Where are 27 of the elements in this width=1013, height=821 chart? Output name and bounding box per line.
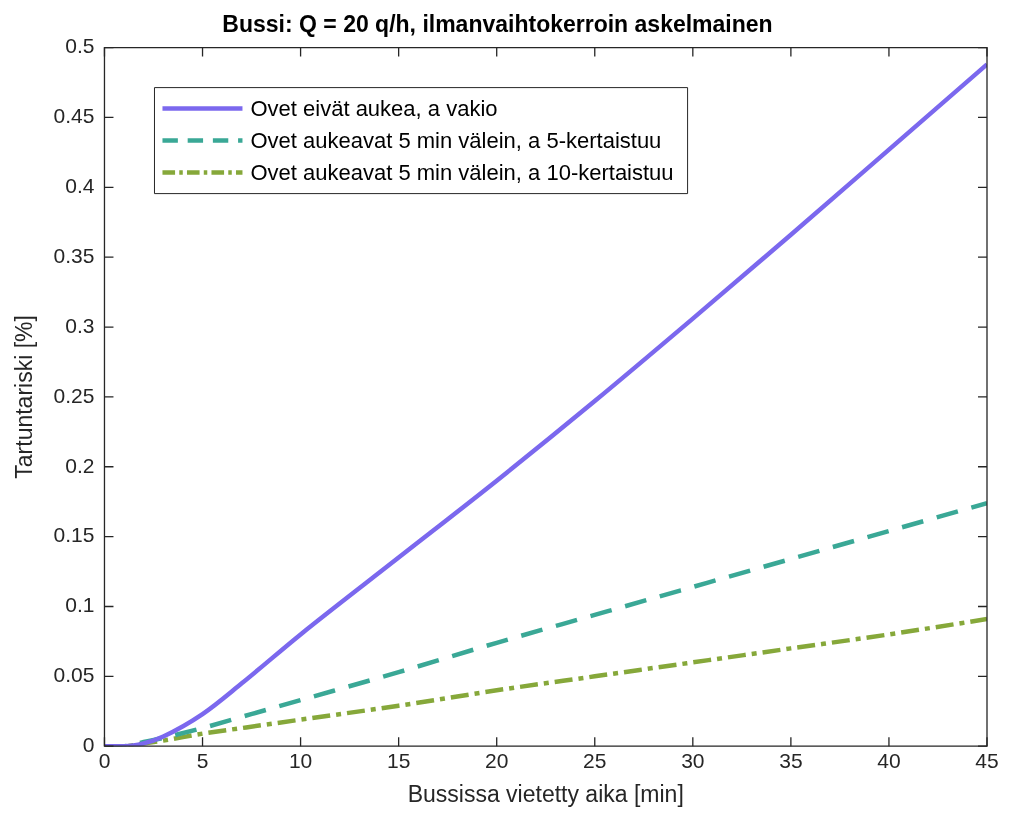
legend-label: Ovet eivät aukea, a vakio bbox=[250, 95, 498, 121]
chart-title: Bussi: Q = 20 q/h, ilmanvaihtokerroin askelmainen bbox=[222, 11, 773, 38]
x-tick-label: 0 bbox=[98, 748, 111, 772]
y-axis-title: Tartuntariski [%] bbox=[11, 315, 38, 479]
x-tick-label: 5 bbox=[196, 748, 209, 772]
legend-label: Ovet aukeavat 5 min välein, a 10-kertaistuu bbox=[250, 159, 674, 185]
x-tick-label: 20 bbox=[485, 748, 509, 772]
y-tick-label: 0.1 bbox=[65, 593, 95, 617]
x-tick-label: 10 bbox=[288, 748, 313, 772]
x-tick-label: 40 bbox=[877, 748, 901, 772]
y-tick-label: 0.35 bbox=[53, 243, 95, 267]
y-tick-label: 0.3 bbox=[65, 313, 95, 337]
x-tick-label: 35 bbox=[779, 748, 803, 772]
y-tick-label: 0.25 bbox=[53, 383, 95, 407]
x-axis-title: Bussissa vietetty aika [min] bbox=[407, 780, 684, 807]
x-tick-label: 15 bbox=[386, 748, 411, 772]
x-tick-label: 30 bbox=[681, 748, 705, 772]
legend-label: Ovet aukeavat 5 min välein, a 5-kertaistuu bbox=[250, 127, 662, 153]
x-tick-label: 25 bbox=[583, 748, 607, 772]
y-tick-label: 0 bbox=[82, 733, 95, 756]
y-tick-label: 0.5 bbox=[65, 34, 95, 58]
y-tick-label: 0.4 bbox=[65, 174, 95, 198]
x-tick-label: 45 bbox=[975, 748, 999, 772]
y-tick-label: 0.15 bbox=[53, 523, 95, 547]
y-tick-label: 0.2 bbox=[65, 453, 95, 477]
y-tick-label: 0.45 bbox=[53, 104, 95, 128]
y-tick-label: 0.05 bbox=[53, 663, 95, 687]
